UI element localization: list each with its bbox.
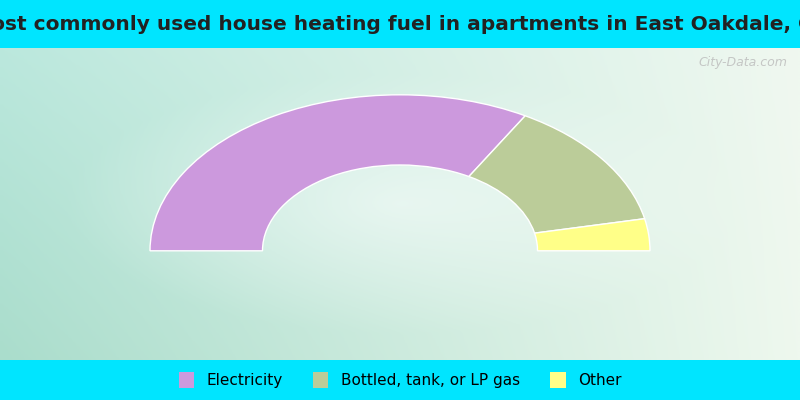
Legend: Electricity, Bottled, tank, or LP gas, Other: Electricity, Bottled, tank, or LP gas, O… — [173, 366, 627, 394]
Wedge shape — [534, 219, 650, 251]
Wedge shape — [469, 116, 645, 233]
Wedge shape — [150, 95, 526, 251]
Text: Most commonly used house heating fuel in apartments in East Oakdale, CA: Most commonly used house heating fuel in… — [0, 14, 800, 34]
Text: City-Data.com: City-Data.com — [698, 56, 787, 69]
